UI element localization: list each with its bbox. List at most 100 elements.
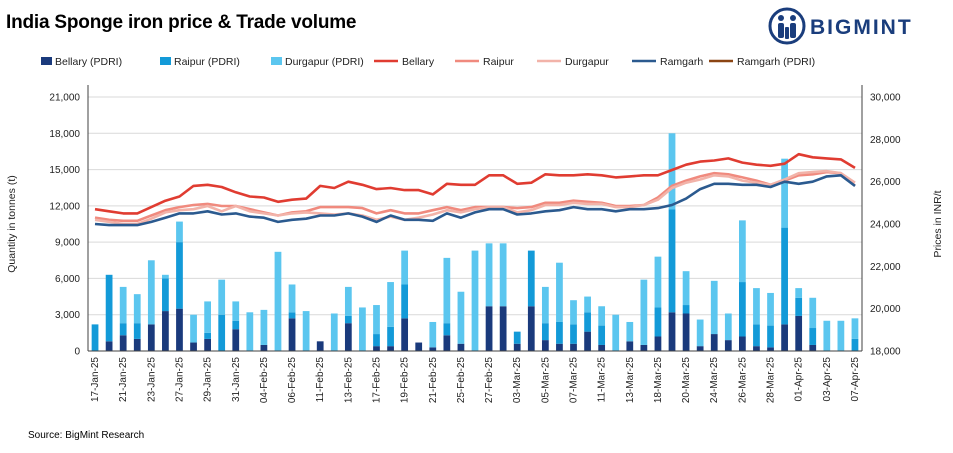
bar-bellary-pdri bbox=[162, 311, 169, 351]
x-tick-label: 17-Jan-25 bbox=[90, 357, 101, 402]
y2-tick-label: 18,000 bbox=[870, 347, 901, 358]
legend-swatch bbox=[271, 57, 282, 65]
bar-raipur-pdri bbox=[218, 314, 226, 351]
bar-durgapur-pdri bbox=[598, 306, 606, 326]
bar-raipur-pdri bbox=[133, 323, 141, 339]
bar-durgapur-pdri bbox=[457, 291, 465, 344]
bar-durgapur-pdri bbox=[359, 307, 366, 351]
bar-durgapur-pdri bbox=[162, 274, 169, 279]
bar-bellary-pdri bbox=[682, 313, 690, 351]
x-tick-label: 19-Feb-25 bbox=[400, 357, 411, 404]
bar-raipur-pdri bbox=[527, 250, 535, 307]
bar-durgapur-pdri bbox=[556, 262, 563, 322]
bar-durgapur-pdri bbox=[499, 243, 507, 307]
line-raipur bbox=[94, 170, 856, 223]
bar-durgapur-pdri bbox=[190, 314, 197, 343]
x-tick-label: 20-Mar-25 bbox=[681, 357, 692, 404]
x-tick-label: 26-Mar-25 bbox=[737, 357, 748, 404]
legend-label: Durgapur bbox=[565, 56, 609, 68]
bar-bellary-pdri bbox=[443, 335, 451, 351]
bar-raipur-pdri bbox=[767, 325, 774, 348]
bar-raipur-pdri bbox=[668, 209, 676, 313]
bar-durgapur-pdri bbox=[147, 260, 155, 325]
bar-raipur-pdri bbox=[753, 324, 760, 347]
x-tick-label: 07-Mar-25 bbox=[569, 357, 580, 404]
bar-bellary-pdri bbox=[527, 306, 535, 351]
bar-bellary-pdri bbox=[204, 338, 211, 351]
y2-tick-label: 28,000 bbox=[870, 135, 901, 146]
bar-raipur-pdri bbox=[119, 323, 127, 336]
x-tick-label: 13-Feb-25 bbox=[343, 357, 354, 404]
bar-durgapur-pdri bbox=[584, 296, 591, 313]
bar-durgapur-pdri bbox=[274, 251, 282, 351]
x-tick-label: 17-Feb-25 bbox=[371, 357, 382, 404]
chart-title: India Sponge iron price & Trade volume bbox=[6, 12, 357, 33]
line-ramgarh bbox=[94, 174, 856, 227]
legend-label: Ramgarh bbox=[660, 56, 703, 68]
bar-bellary-pdri bbox=[344, 323, 352, 351]
bar-durgapur-pdri bbox=[246, 312, 254, 351]
x-tick-label: 04-Feb-25 bbox=[259, 357, 270, 404]
bar-bellary-pdri bbox=[710, 334, 718, 351]
bar-raipur-pdri bbox=[598, 325, 606, 345]
bigmint-logo: BIGMINT bbox=[768, 7, 948, 45]
bar-durgapur-pdri bbox=[401, 250, 409, 285]
bar-raipur-pdri bbox=[288, 312, 296, 319]
bar-durgapur-pdri bbox=[724, 313, 732, 341]
bar-durgapur-pdri bbox=[330, 313, 338, 351]
bar-bellary-pdri bbox=[513, 343, 521, 351]
bar-raipur-pdri bbox=[809, 328, 817, 345]
bar-bellary-pdri bbox=[288, 318, 296, 351]
x-tick-label: 11-Mar-25 bbox=[597, 357, 608, 403]
bar-raipur-pdri bbox=[344, 315, 352, 324]
bar-bellary-pdri bbox=[626, 341, 634, 351]
axes: 0 3,000 6,000 9,000 12,000 15,000 18,000 21,000… bbox=[6, 85, 944, 403]
bar-durgapur-pdri bbox=[133, 294, 141, 324]
x-tick-label: 07-Apr-25 bbox=[850, 357, 861, 402]
line-durgapur bbox=[94, 169, 856, 226]
bar-durgapur-pdri bbox=[640, 279, 648, 345]
x-tick-label: 03-Mar-25 bbox=[512, 357, 523, 404]
y2-tick-label: 26,000 bbox=[870, 177, 901, 188]
bar-bellary-pdri bbox=[584, 331, 591, 351]
bar-durgapur-pdri bbox=[626, 321, 634, 342]
bar-raipur-pdri bbox=[176, 242, 183, 309]
x-tick-label: 27-Jan-25 bbox=[174, 357, 185, 402]
x-tick-label: 23-Jan-25 bbox=[146, 357, 157, 402]
x-tick-label: 29-Jan-25 bbox=[203, 357, 214, 402]
bar-bellary-pdri bbox=[260, 344, 268, 351]
bar-bellary-pdri bbox=[753, 346, 760, 351]
bar-raipur-pdri bbox=[682, 305, 690, 314]
bar-durgapur-pdri bbox=[344, 286, 352, 316]
bar-durgapur-pdri bbox=[682, 271, 690, 306]
bar-durgapur-pdri bbox=[260, 309, 268, 345]
y-tick-label: 9,000 bbox=[55, 238, 80, 249]
bar-bellary-pdri bbox=[598, 344, 606, 351]
bar-raipur-pdri bbox=[232, 320, 240, 330]
bar-durgapur-pdri bbox=[302, 311, 310, 351]
legend-swatch bbox=[41, 57, 52, 65]
bar-bellary-pdri bbox=[190, 342, 197, 351]
bar-durgapur-pdri bbox=[739, 220, 746, 283]
bar-raipur-pdri bbox=[584, 312, 591, 332]
x-tick-label: 27-Feb-25 bbox=[484, 357, 495, 404]
bar-durgapur-pdri bbox=[696, 319, 704, 347]
bar-bellary-pdri bbox=[485, 306, 493, 351]
y-axis-title: Quantity in tonnes (t) bbox=[6, 175, 18, 272]
x-tick-label: 18-Mar-25 bbox=[653, 357, 664, 404]
y-tick-label: 6,000 bbox=[55, 274, 80, 285]
bar-raipur-pdri bbox=[570, 324, 577, 344]
brand-name: BIGMINT bbox=[810, 16, 913, 39]
bar-series bbox=[91, 133, 859, 351]
x-tick-label: 25-Feb-25 bbox=[456, 357, 467, 404]
bar-durgapur-pdri bbox=[119, 286, 127, 324]
bar-durgapur-pdri bbox=[232, 301, 240, 321]
bar-raipur-pdri bbox=[513, 331, 521, 344]
bar-durgapur-pdri bbox=[541, 286, 549, 324]
bar-raipur-pdri bbox=[204, 332, 211, 339]
y-tick-label: 18,000 bbox=[49, 129, 80, 140]
bar-bellary-pdri bbox=[781, 324, 788, 351]
bar-bellary-pdri bbox=[415, 342, 423, 351]
bar-durgapur-pdri bbox=[471, 250, 479, 351]
